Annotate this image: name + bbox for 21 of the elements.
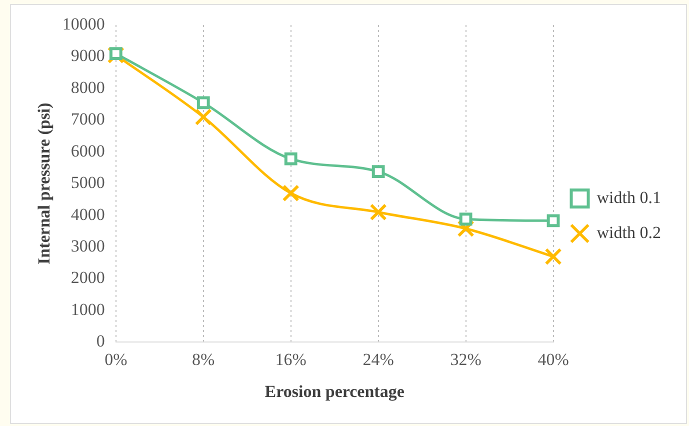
y-tick-label: 10000: [62, 14, 105, 34]
y-tick-label: 5000: [70, 173, 105, 192]
y-axis-title: Internal pressure (psi): [34, 102, 54, 265]
y-tick-label: 8000: [70, 78, 105, 97]
y-tick-label: 7000: [70, 110, 105, 129]
y-tick-label: 1000: [70, 300, 105, 319]
x-tick-label: 8%: [192, 350, 215, 369]
y-tick-label: 0: [96, 332, 105, 351]
y-tick-label: 6000: [70, 141, 105, 160]
x-tick-label: 40%: [538, 350, 569, 369]
legend-label: width 0.1: [596, 188, 662, 207]
x-tick-label: 24%: [362, 350, 394, 369]
y-tick-label: 4000: [70, 204, 105, 224]
legend-label: width 0.2: [596, 222, 662, 242]
y-tick-label: 2000: [70, 268, 105, 288]
x-tick-label: 0%: [104, 350, 128, 369]
x-axis-title: Erosion percentage: [264, 382, 405, 402]
y-tick-label: 9000: [70, 46, 105, 66]
x-tick-label: 32%: [450, 350, 482, 369]
y-tick-label: 3000: [70, 236, 105, 256]
x-tick-label: 16%: [275, 350, 306, 369]
